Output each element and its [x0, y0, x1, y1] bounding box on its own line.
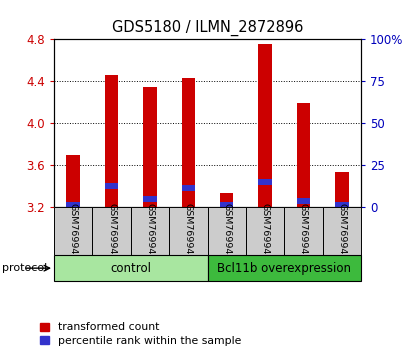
- Bar: [297, 103, 310, 207]
- Bar: [54, 255, 208, 281]
- Bar: [105, 75, 118, 207]
- Bar: [66, 202, 80, 208]
- Text: Bcl11b overexpression: Bcl11b overexpression: [217, 262, 351, 275]
- Bar: [259, 44, 272, 207]
- Text: GSM769943: GSM769943: [184, 203, 193, 261]
- Bar: [182, 185, 195, 191]
- Text: protocol: protocol: [2, 263, 47, 273]
- Text: GSM769941: GSM769941: [107, 203, 116, 261]
- Bar: [54, 207, 92, 255]
- Bar: [66, 155, 80, 207]
- Legend: transformed count, percentile rank within the sample: transformed count, percentile rank withi…: [39, 321, 243, 347]
- Bar: [220, 202, 233, 208]
- Bar: [105, 183, 118, 189]
- Text: GSM769940: GSM769940: [68, 203, 78, 261]
- Bar: [284, 207, 323, 255]
- Bar: [182, 78, 195, 207]
- Title: GDS5180 / ILMN_2872896: GDS5180 / ILMN_2872896: [112, 20, 303, 36]
- Text: GSM769946: GSM769946: [299, 203, 308, 261]
- Bar: [93, 207, 131, 255]
- Bar: [246, 207, 284, 255]
- Text: control: control: [110, 262, 151, 275]
- Text: GSM769944: GSM769944: [222, 203, 231, 261]
- Bar: [208, 255, 361, 281]
- Text: GSM769947: GSM769947: [337, 203, 347, 261]
- Bar: [143, 87, 156, 207]
- Bar: [259, 179, 272, 185]
- Bar: [335, 202, 349, 208]
- Bar: [297, 198, 310, 204]
- Bar: [169, 207, 208, 255]
- Bar: [323, 207, 361, 255]
- Text: GSM769942: GSM769942: [145, 203, 154, 261]
- Bar: [220, 193, 233, 207]
- Bar: [143, 196, 156, 201]
- Bar: [131, 207, 169, 255]
- Text: GSM769945: GSM769945: [261, 203, 270, 261]
- Bar: [335, 172, 349, 207]
- Bar: [208, 207, 246, 255]
